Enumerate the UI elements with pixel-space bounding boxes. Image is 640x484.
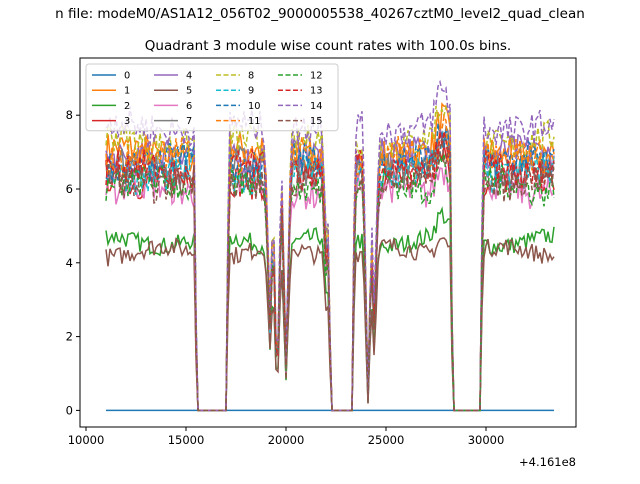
series-line-15: [105, 138, 555, 412]
legend-label-2: 2: [124, 101, 130, 112]
x-offset-label: +4.161e8: [519, 455, 576, 469]
x-tick-label: 25000: [368, 433, 405, 447]
legend-box: [85, 63, 339, 132]
x-tick-label: 15000: [168, 433, 205, 447]
legend-label-11: 11: [248, 116, 260, 127]
legend-label-3: 3: [124, 116, 130, 127]
legend-label-6: 6: [186, 101, 192, 112]
legend-label-10: 10: [248, 101, 260, 112]
x-tick-label: 30000: [468, 433, 505, 447]
x-tick-label: 10000: [68, 433, 105, 447]
x-tick-label: 20000: [268, 433, 305, 447]
legend-label-13: 13: [310, 86, 322, 97]
legend-label-12: 12: [310, 71, 322, 82]
y-tick-label: 6: [66, 182, 73, 196]
legend-label-15: 15: [310, 116, 322, 127]
plot-lines: [105, 79, 555, 412]
y-tick-label: 8: [66, 108, 73, 122]
x-axis: 10000 15000 20000 25000 30000: [68, 427, 505, 447]
legend-label-9: 9: [248, 86, 254, 97]
legend-label-0: 0: [124, 71, 130, 82]
y-tick-label: 4: [66, 256, 73, 270]
plot-frame: [79, 57, 577, 428]
y-tick-label: 2: [66, 330, 73, 344]
series-line-13: [105, 131, 555, 412]
chart-title: Quadrant 3 module wise count rates with …: [145, 38, 511, 54]
figure-suptitle: n file: modeM0/AS1A12_056T02_9000005538_…: [55, 6, 585, 22]
legend-label-7: 7: [186, 116, 192, 127]
y-tick-label: 0: [66, 403, 73, 417]
legend-label-4: 4: [186, 71, 192, 82]
legend-label-8: 8: [248, 71, 254, 82]
legend-label-1: 1: [124, 86, 130, 97]
y-axis: 0 2 4 6 8: [66, 108, 80, 417]
legend-label-14: 14: [310, 101, 322, 112]
legend-label-5: 5: [186, 86, 192, 97]
